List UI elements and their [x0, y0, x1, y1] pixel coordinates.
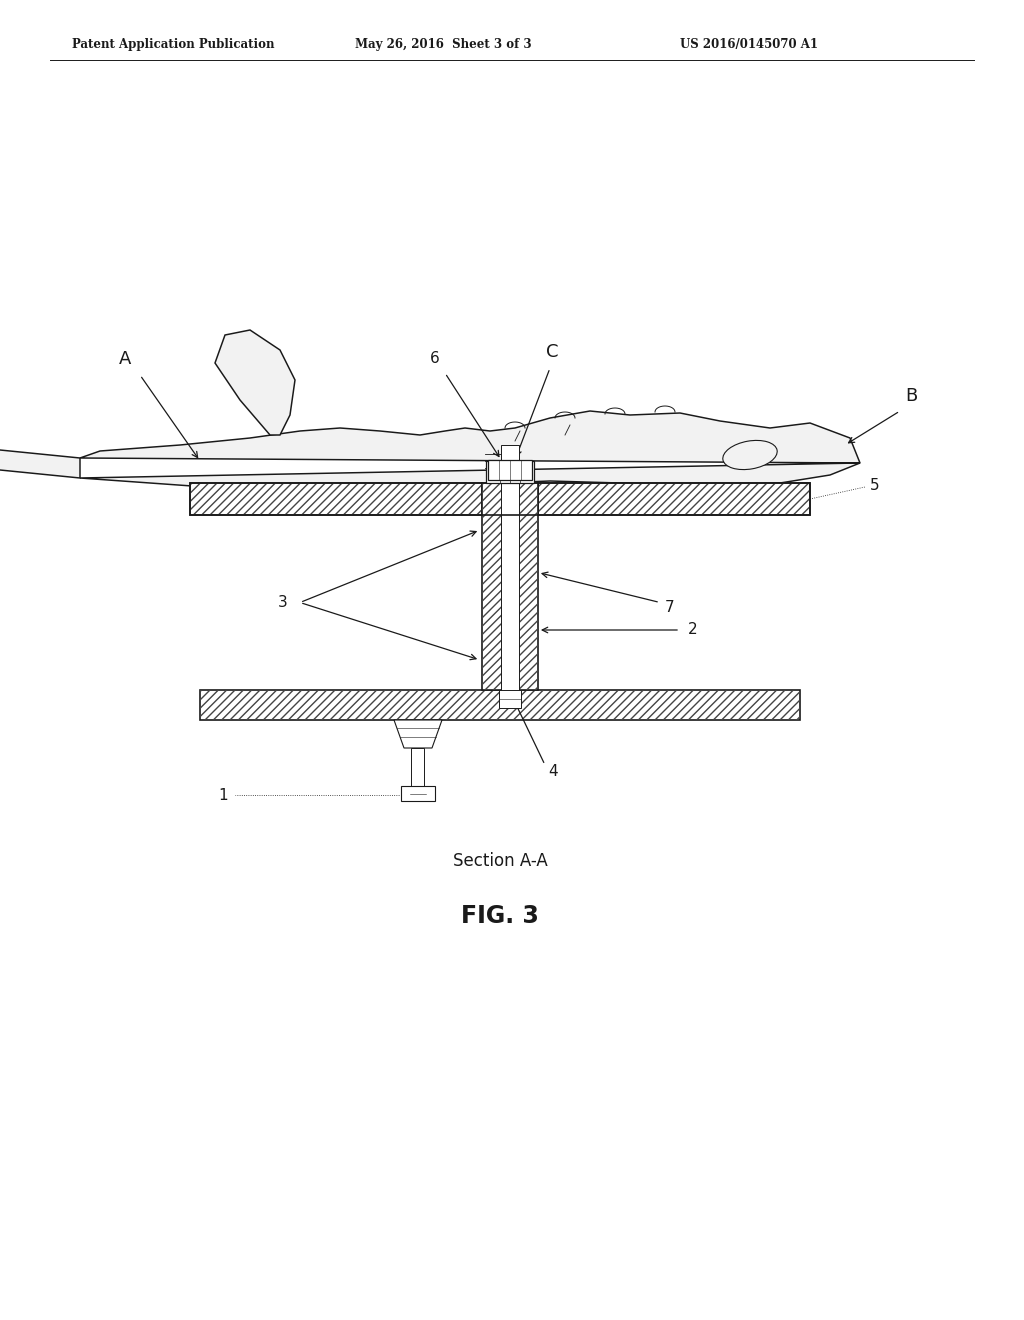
Text: B: B [905, 387, 918, 405]
Bar [488, 459, 532, 480]
Bar [401, 785, 435, 801]
Text: 5: 5 [870, 478, 880, 494]
Polygon shape [80, 411, 860, 491]
Text: 2: 2 [688, 623, 697, 638]
Bar [200, 690, 800, 719]
Bar [501, 445, 519, 692]
Bar [190, 483, 482, 515]
Bar [486, 461, 534, 483]
Bar [538, 483, 810, 515]
Text: FIG. 3: FIG. 3 [461, 904, 539, 928]
Polygon shape [0, 445, 80, 478]
Ellipse shape [723, 441, 777, 470]
Text: A: A [119, 350, 131, 368]
Bar [190, 483, 482, 515]
Bar [200, 690, 800, 719]
Text: 3: 3 [279, 595, 288, 610]
Bar [538, 483, 810, 515]
Text: Section A-A: Section A-A [453, 851, 548, 870]
Text: 7: 7 [665, 601, 675, 615]
Text: 6: 6 [430, 351, 440, 366]
Text: 4: 4 [548, 764, 558, 780]
Text: C: C [546, 343, 558, 360]
Text: US 2016/0145070 A1: US 2016/0145070 A1 [680, 38, 818, 51]
Bar [482, 483, 538, 690]
Bar [412, 748, 425, 785]
Polygon shape [215, 330, 295, 436]
Polygon shape [394, 719, 442, 748]
Bar [190, 483, 810, 515]
Bar [482, 483, 538, 690]
Text: Patent Application Publication: Patent Application Publication [72, 38, 274, 51]
Text: May 26, 2016  Sheet 3 of 3: May 26, 2016 Sheet 3 of 3 [355, 38, 531, 51]
Text: 1: 1 [218, 788, 228, 803]
Bar [499, 690, 521, 708]
